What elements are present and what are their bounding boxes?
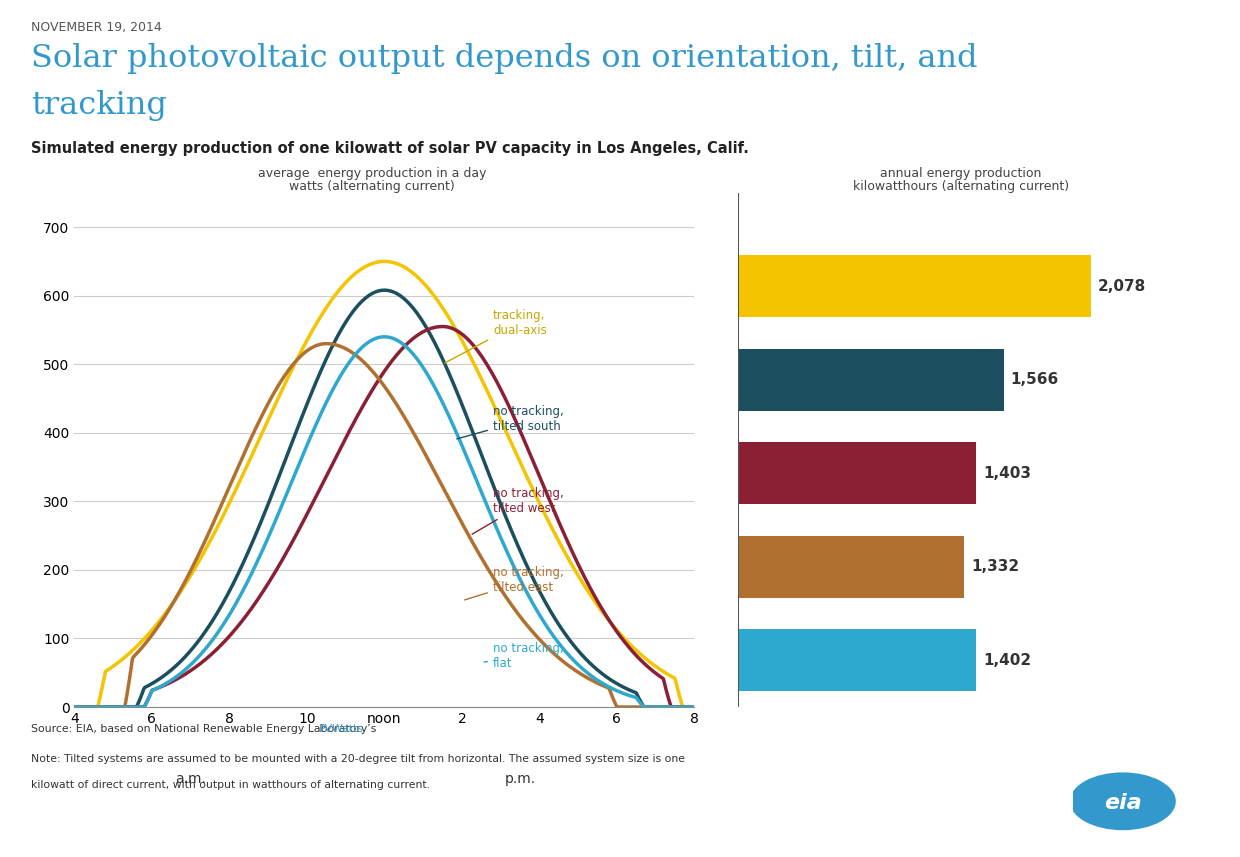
Text: tracking,
dual-axis: tracking, dual-axis (445, 309, 547, 363)
Text: p.m.: p.m. (505, 772, 536, 786)
Text: watts (alternating current): watts (alternating current) (289, 180, 455, 193)
Text: kilowatt of direct current, with output in watthours of alternating current.: kilowatt of direct current, with output … (31, 780, 430, 790)
Text: average  energy production in a day: average energy production in a day (258, 167, 486, 180)
Text: 1,566: 1,566 (1011, 372, 1059, 387)
Ellipse shape (1070, 772, 1176, 830)
Text: 2,078: 2,078 (1097, 279, 1146, 294)
Text: 1,403: 1,403 (983, 466, 1030, 481)
Text: NOVEMBER 19, 2014: NOVEMBER 19, 2014 (31, 21, 161, 34)
Text: 1,402: 1,402 (983, 653, 1030, 668)
Text: 1,332: 1,332 (971, 560, 1019, 574)
Text: no tracking,
flat: no tracking, flat (484, 642, 564, 669)
Text: PVWatts: PVWatts (319, 724, 363, 734)
Text: tracking: tracking (31, 90, 167, 121)
Text: Solar photovoltaic output depends on orientation, tilt, and: Solar photovoltaic output depends on ori… (31, 43, 977, 74)
Text: Source: EIA, based on National Renewable Energy Laboratory’s: Source: EIA, based on National Renewable… (31, 724, 379, 734)
Text: kilowatthours (alternating current): kilowatthours (alternating current) (853, 180, 1069, 193)
Text: no tracking,
tilted south: no tracking, tilted south (456, 405, 564, 439)
Bar (738, 349, 1004, 411)
Text: Simulated energy production of one kilowatt of solar PV capacity in Los Angeles,: Simulated energy production of one kilow… (31, 141, 749, 157)
Text: no tracking,
tilted west: no tracking, tilted west (472, 488, 564, 534)
Bar (738, 442, 976, 505)
Bar (738, 536, 965, 598)
Text: a.m.: a.m. (175, 772, 206, 786)
Bar (738, 629, 976, 692)
Text: no tracking,
tilted east: no tracking, tilted east (465, 566, 564, 600)
Text: Note: Tilted systems are assumed to be mounted with a 20-degree tilt from horizo: Note: Tilted systems are assumed to be m… (31, 754, 684, 764)
Text: eia: eia (1104, 793, 1142, 812)
Bar (738, 255, 1091, 317)
Text: annual energy production: annual energy production (880, 167, 1042, 180)
